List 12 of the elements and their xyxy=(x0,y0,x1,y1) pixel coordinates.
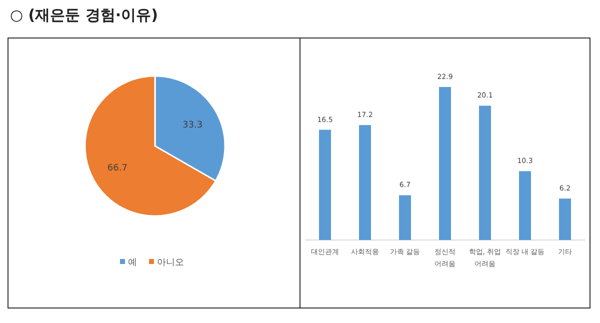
legend-label: 아니오 xyxy=(157,258,184,268)
legend-label: 예 xyxy=(128,258,137,268)
data-label: 66.7 xyxy=(107,164,128,174)
data-label: 33.3 xyxy=(182,120,203,130)
bar xyxy=(479,106,491,240)
bar xyxy=(399,195,411,240)
bar xyxy=(559,198,571,240)
chart-title: ○ (재은둔 경험·이유) xyxy=(10,6,158,24)
bar xyxy=(319,130,331,240)
bar xyxy=(519,171,531,240)
bar xyxy=(439,87,451,240)
bar xyxy=(359,125,371,240)
